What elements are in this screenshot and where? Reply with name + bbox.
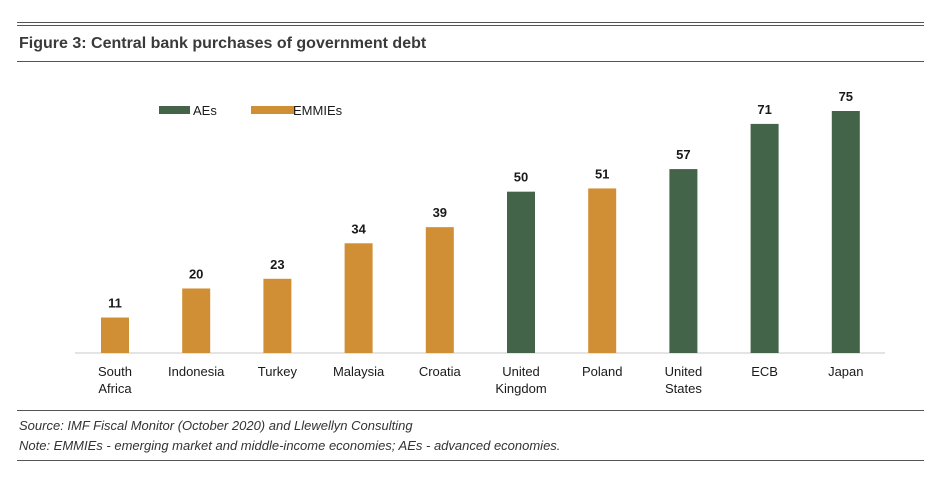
- tick-label-0-0: South: [98, 364, 132, 379]
- tick-label-5-0: United: [502, 364, 540, 379]
- tick-label-3-0: Malaysia: [333, 364, 385, 379]
- bar-1: [182, 288, 211, 353]
- bar-8: [750, 123, 779, 353]
- data-label-0: 11: [108, 296, 122, 311]
- tick-label-5-1: Kingdom: [495, 381, 546, 396]
- tick-label-0-1: Africa: [98, 381, 132, 396]
- bar-5: [507, 191, 535, 353]
- data-label-4: 39: [433, 205, 447, 220]
- bar-4: [425, 227, 454, 353]
- abbreviation-note: Note: EMMIEs - emerging market and middl…: [19, 438, 561, 453]
- tick-label-1-0: Indonesia: [168, 364, 225, 379]
- bar-0: [101, 317, 129, 353]
- bar-9: [831, 111, 860, 353]
- legend-swatch-aes: [159, 106, 190, 114]
- data-label-7: 57: [676, 147, 690, 162]
- tick-label-2-0: Turkey: [258, 364, 298, 379]
- bar-7: [669, 169, 698, 353]
- bar-chart: 11 South Africa 20 Indonesia 23 Turkey 34 Malays…: [75, 89, 885, 396]
- tick-label-8-0: ECB: [751, 364, 778, 379]
- bar-3: [344, 243, 373, 353]
- bar-2: [263, 278, 292, 353]
- source-note: Source: IMF Fiscal Monitor (October 2020…: [19, 418, 413, 433]
- title-rule: [17, 61, 924, 62]
- footer-bottom-rule: [17, 460, 924, 461]
- data-label-9: 75: [839, 89, 853, 104]
- top-double-rule: [17, 22, 924, 26]
- legend-label-emmies: EMMIEs: [293, 103, 343, 118]
- data-label-3: 34: [351, 221, 366, 236]
- footer-top-rule: [17, 410, 924, 411]
- data-label-6: 51: [595, 166, 609, 181]
- data-label-1: 20: [189, 266, 203, 281]
- data-label-2: 23: [270, 257, 284, 272]
- tick-label-9-0: Japan: [828, 364, 863, 379]
- data-label-5: 50: [514, 170, 528, 185]
- tick-label-7-0: United: [665, 364, 703, 379]
- data-label-8: 71: [757, 102, 771, 117]
- tick-label-4-0: Croatia: [419, 364, 462, 379]
- legend-label-aes: AEs: [193, 103, 217, 118]
- figure-title: Figure 3: Central bank purchases of gove…: [19, 35, 427, 52]
- legend-swatch-emmies: [251, 106, 295, 114]
- bar-6: [588, 188, 617, 353]
- tick-label-6-0: Poland: [582, 364, 622, 379]
- tick-label-7-1: States: [665, 381, 702, 396]
